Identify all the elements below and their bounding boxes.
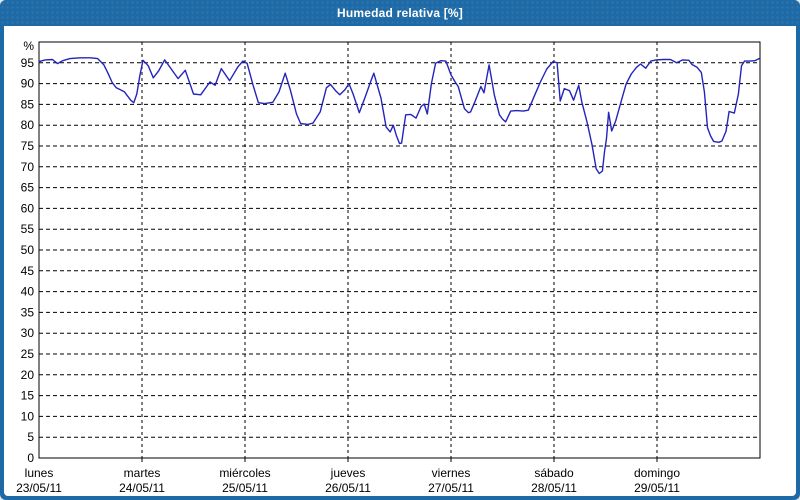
x-tick-day-label: domingo [634, 466, 680, 480]
y-tick-label: 10 [21, 409, 35, 423]
plot-frame [38, 41, 761, 459]
window-title: Humedad relativa [%] [336, 6, 464, 20]
x-tick-day-label: miércoles [219, 466, 270, 480]
y-tick-label: 50 [21, 243, 35, 257]
x-tick-date-label: 27/05/11 [428, 481, 474, 495]
y-tick-label: 65 [21, 181, 35, 195]
x-tick-day-label: martes [124, 466, 161, 480]
x-tick-date-label: 25/05/11 [222, 481, 268, 495]
y-tick-label: 40 [21, 285, 35, 299]
y-tick-label: 15 [21, 389, 35, 403]
y-tick-label: 85 [21, 97, 35, 111]
y-tick-label: 95 [21, 56, 35, 70]
title-bar[interactable]: Humedad relativa [%] [0, 0, 800, 26]
y-tick-label: 30 [21, 326, 35, 340]
y-axis-unit-label: % [23, 39, 34, 53]
x-tick-day-label: sábado [534, 466, 574, 480]
x-tick-day-label: jueves [330, 466, 366, 480]
x-tick-date-label: 28/05/11 [531, 481, 577, 495]
x-tick-day-label: viernes [432, 466, 471, 480]
x-tick-date-label: 23/05/11 [16, 481, 62, 495]
x-tick-date-label: 29/05/11 [634, 481, 680, 495]
y-tick-label: 55 [21, 222, 35, 236]
y-tick-label: 20 [21, 368, 35, 382]
x-tick-date-label: 26/05/11 [325, 481, 371, 495]
y-tick-label: 80 [21, 118, 35, 132]
y-tick-label: 25 [21, 347, 35, 361]
y-tick-label: 35 [21, 305, 35, 319]
humidity-series-line [38, 57, 760, 175]
y-tick-label: 45 [21, 264, 35, 278]
y-tick-label: 60 [21, 201, 35, 215]
y-tick-label: 75 [21, 139, 35, 153]
y-tick-label: 0 [27, 451, 34, 465]
x-tick-date-label: 24/05/11 [119, 481, 165, 495]
y-tick-label: 90 [21, 77, 35, 91]
y-tick-label: 70 [21, 160, 35, 174]
x-tick-day-label: lunes [25, 466, 54, 480]
y-tick-label: 5 [27, 430, 34, 444]
